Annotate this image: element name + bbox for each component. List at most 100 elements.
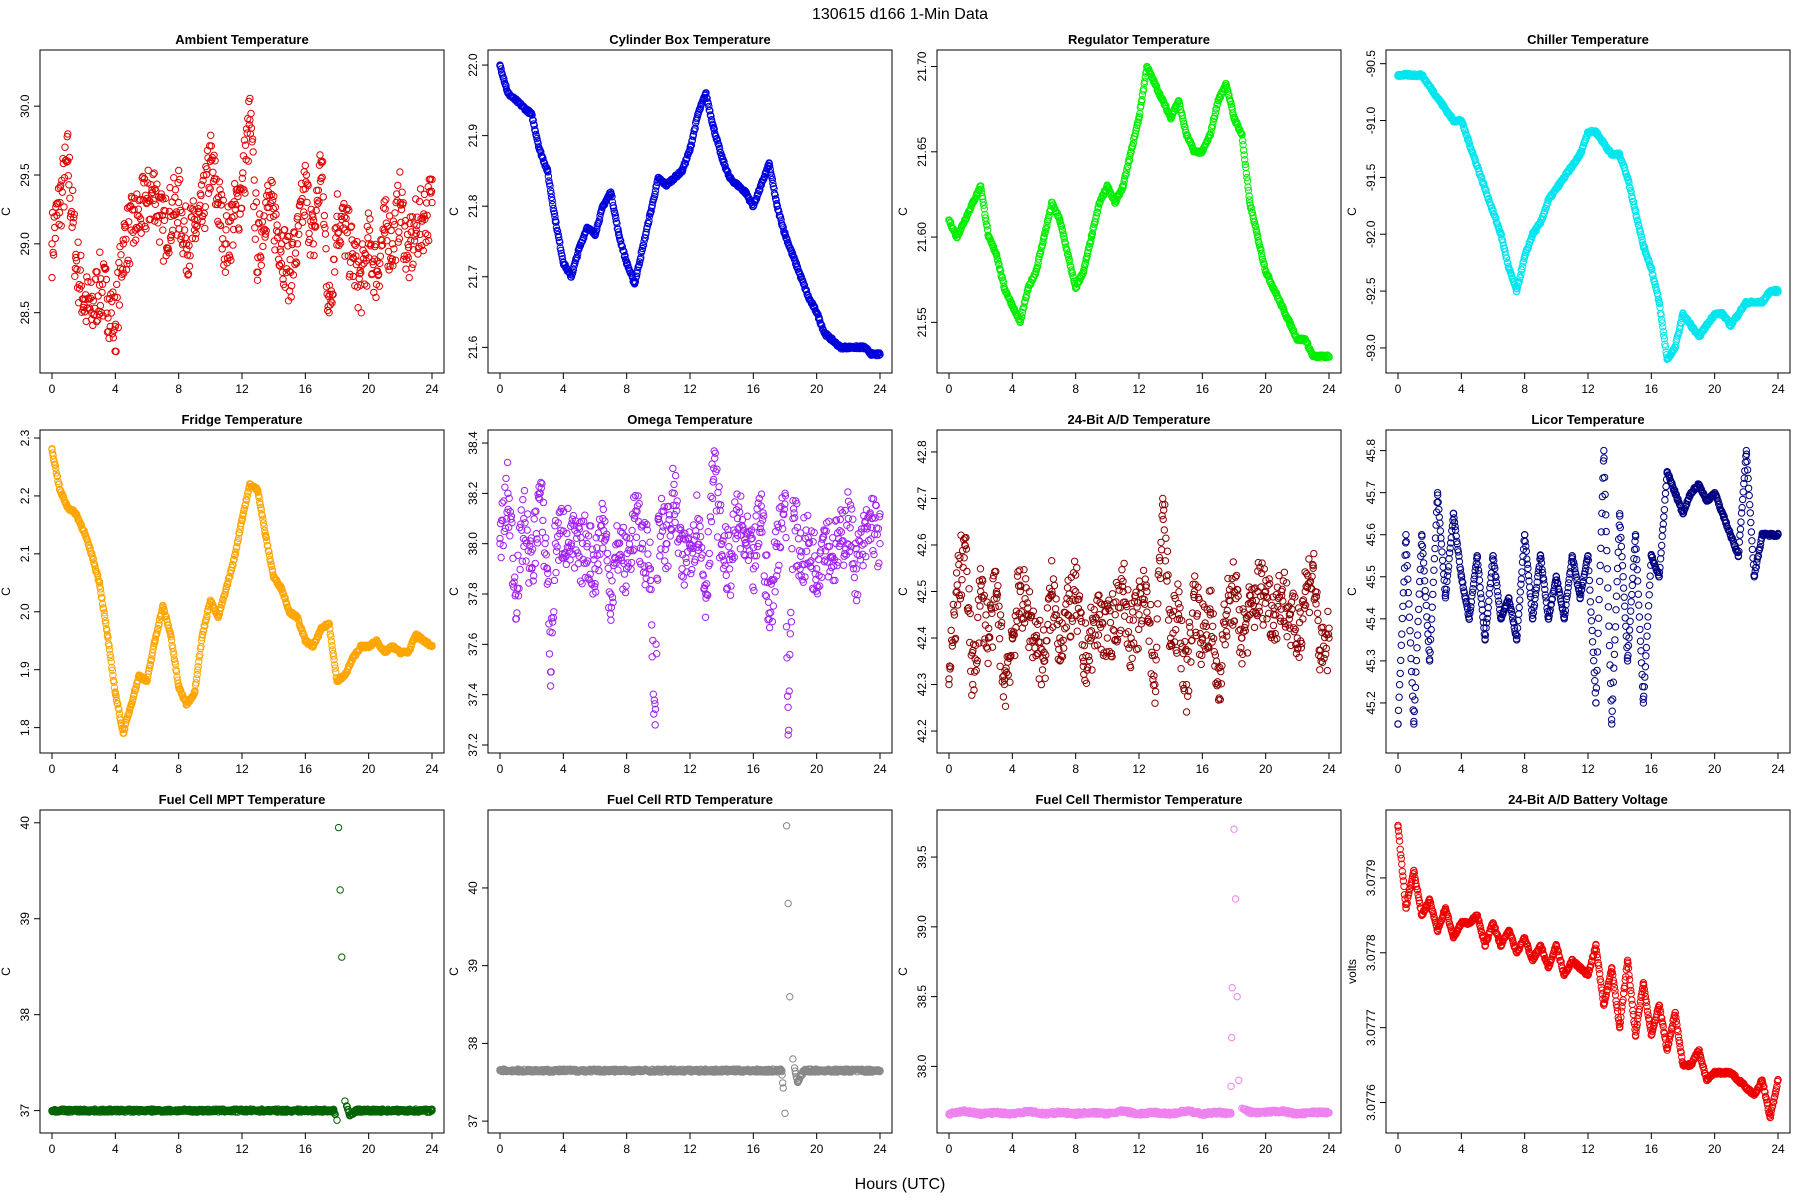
data-point: [48, 240, 56, 248]
x-tick-label: 24: [1322, 382, 1336, 396]
data-point: [194, 216, 202, 224]
data-point: [539, 516, 547, 525]
y-tick-label: 42.5: [915, 579, 929, 603]
data-point: [171, 193, 179, 202]
y-axis-label: C: [1345, 207, 1359, 216]
data-point: [398, 188, 406, 196]
data-point: [119, 265, 127, 274]
data-point: [408, 264, 416, 272]
y-tick-label: 38.2: [466, 481, 480, 505]
data-point: [196, 201, 204, 210]
data-point: [1061, 625, 1069, 633]
data-point: [837, 528, 846, 536]
data-point: [68, 223, 76, 231]
data-point: [240, 136, 249, 144]
data-point: [705, 549, 713, 558]
data-point: [164, 244, 173, 253]
data-point: [375, 270, 383, 279]
data-point: [696, 522, 704, 531]
data-point: [420, 210, 428, 218]
data-point: [83, 273, 91, 281]
data-point: [51, 223, 59, 232]
data-point: [126, 260, 134, 268]
data-point: [244, 157, 253, 165]
y-axis-label: C: [0, 587, 13, 596]
data-point: [424, 231, 432, 239]
y-tick-label: 21.6: [466, 335, 480, 359]
data-point: [319, 193, 327, 201]
data-point: [70, 214, 78, 222]
data-point: [382, 196, 390, 204]
data-point: [213, 200, 222, 209]
data-point: [982, 611, 990, 619]
data-point: [64, 130, 72, 138]
data-point: [511, 573, 519, 581]
data-point: [151, 200, 160, 209]
x-tick-label: 8: [623, 382, 630, 396]
data-point: [171, 186, 180, 194]
data-point: [197, 191, 205, 200]
data-point: [685, 528, 693, 536]
data-point: [256, 210, 264, 218]
panel-title: Ambient Temperature: [175, 32, 308, 47]
panel-title: Regulator Temperature: [1068, 32, 1210, 47]
x-tick-label: 0: [49, 762, 56, 776]
data-point: [954, 601, 962, 609]
data-point: [385, 266, 393, 274]
data-point: [251, 224, 259, 232]
data-point: [646, 538, 654, 546]
data-point: [674, 549, 682, 557]
data-point: [358, 261, 366, 270]
data-point: [254, 268, 262, 276]
data-point: [157, 190, 166, 198]
data-point: [947, 626, 955, 635]
data-point: [1025, 643, 1033, 652]
data-point: [363, 222, 371, 231]
data-point: [787, 608, 795, 617]
data-point: [269, 212, 278, 221]
x-tick-label: 12: [683, 762, 697, 776]
data-point: [189, 197, 198, 205]
data-point: [161, 194, 170, 203]
data-point: [846, 501, 855, 509]
data-point: [297, 179, 306, 188]
data-point: [421, 215, 429, 224]
x-tick-label: 8: [623, 762, 630, 776]
data-point: [117, 251, 125, 259]
data-point: [402, 265, 410, 273]
data-point: [305, 229, 313, 238]
data-point: [113, 280, 121, 289]
data-point: [365, 226, 374, 234]
data-point: [218, 245, 226, 253]
data-point: [188, 234, 197, 243]
data-point: [825, 517, 833, 525]
data-point: [292, 259, 301, 267]
data-point: [232, 200, 240, 209]
data-point: [340, 213, 349, 221]
data-point: [357, 269, 365, 277]
data-point: [378, 236, 386, 245]
data-point: [736, 545, 744, 553]
data-point: [107, 309, 116, 317]
data-point: [693, 491, 701, 499]
data-point: [413, 221, 421, 230]
data-point: [409, 246, 418, 254]
data-point: [269, 196, 277, 205]
data-point: [965, 585, 973, 593]
x-tick-label: 16: [299, 382, 313, 396]
data-point: [113, 293, 121, 302]
data-point: [412, 195, 420, 203]
data-point: [603, 557, 611, 565]
data-point: [383, 237, 391, 245]
data-point: [704, 528, 712, 536]
data-point: [257, 254, 265, 262]
data-point: [391, 209, 399, 217]
data-point: [607, 616, 615, 624]
data-point: [221, 268, 230, 276]
data-point: [1011, 651, 1019, 660]
data-point: [844, 497, 853, 505]
x-tick-label: 20: [362, 382, 376, 396]
data-point: [314, 186, 323, 195]
plot-frame: [39, 429, 445, 754]
data-point: [403, 251, 411, 260]
